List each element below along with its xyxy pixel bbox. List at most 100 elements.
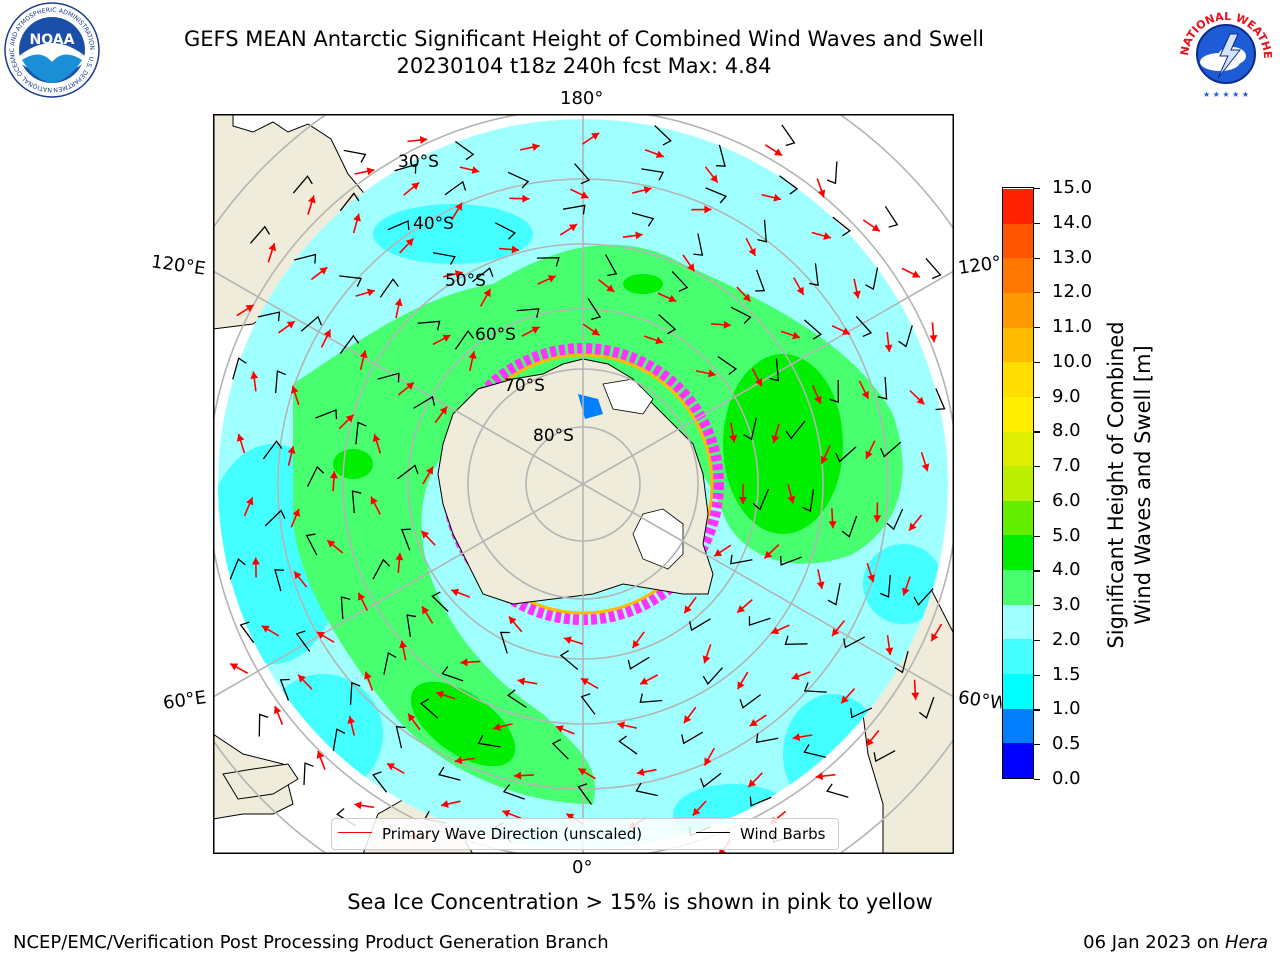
- wave-direction-arrowhead: [911, 692, 920, 700]
- wave-direction-arrowhead: [852, 290, 861, 299]
- wind-barb: [884, 205, 899, 228]
- wind-barb: [257, 311, 281, 322]
- wind-barb: [925, 257, 942, 280]
- wind-barb: [739, 694, 762, 709]
- wind-barb: [873, 750, 896, 763]
- wave-direction-arrowhead: [755, 378, 763, 387]
- wave-direction-arrowhead: [569, 224, 578, 232]
- wave-direction-arrowhead: [236, 433, 245, 442]
- wave-direction-arrowhead: [364, 671, 372, 680]
- footer-credit: NCEP/EMC/Verification Post Processing Pr…: [13, 932, 609, 953]
- wind-barb: [339, 192, 360, 212]
- wind-barb: [349, 681, 361, 705]
- wind-barb: [300, 315, 323, 332]
- wave-direction-arrowhead: [353, 213, 361, 222]
- wind-barb: [262, 440, 283, 460]
- wind-barb: [913, 588, 934, 606]
- wave-direction-arrowhead: [250, 371, 259, 379]
- wind-barb: [688, 618, 711, 632]
- wave-direction-arrowhead: [684, 605, 692, 614]
- colorbar-tick-mark: [1034, 779, 1040, 781]
- colorbar-tick-mark: [1034, 466, 1040, 468]
- wave-direction-arrowhead: [436, 690, 445, 699]
- wave-direction-arrowhead: [251, 557, 260, 565]
- wind-barb: [877, 376, 888, 400]
- wave-direction-arrowhead: [327, 540, 336, 548]
- wind-barb: [749, 796, 772, 807]
- wind-barb: [559, 650, 579, 670]
- wave-direction-arrowhead: [316, 750, 325, 759]
- vector-layer: [229, 124, 946, 854]
- wind-barb: [755, 733, 779, 744]
- wind-barb: [784, 635, 808, 646]
- wave-direction-arrowhead: [884, 344, 893, 352]
- wind-barb: [752, 488, 770, 511]
- colorbar-tick-label: 2.0: [1052, 628, 1081, 650]
- wave-direction-arrowhead: [764, 550, 773, 559]
- legend-swatch-barb: [696, 832, 730, 833]
- colorbar-segment: [1003, 431, 1033, 467]
- wave-direction-arrowhead: [419, 136, 428, 144]
- wind-barb: [748, 616, 771, 626]
- wind-barb: [580, 693, 596, 715]
- colorbar-tick-mark: [1034, 674, 1040, 676]
- wave-direction-arrowhead: [820, 455, 829, 464]
- wave-direction-arrowhead: [749, 718, 758, 727]
- wave-direction-arrowhead: [929, 335, 938, 343]
- colorbar-tick-label: 15.0: [1052, 177, 1093, 198]
- wind-barb: [264, 509, 286, 527]
- colorbar-segment: [1003, 708, 1033, 744]
- wave-direction-arrowhead: [451, 588, 460, 597]
- wind-barb: [577, 783, 592, 805]
- footer-date: 06 Jan 2023 on Hera: [1083, 932, 1268, 953]
- colorbar-segment: [1003, 500, 1033, 536]
- wind-barb: [850, 707, 873, 719]
- colorbar: [1002, 187, 1034, 779]
- wave-direction-arrowhead: [655, 336, 664, 345]
- wave-direction-arrowhead: [493, 723, 501, 731]
- colorbar-segment: [1003, 188, 1033, 224]
- wind-barb: [781, 124, 796, 147]
- wave-direction-arrowhead: [439, 406, 447, 415]
- wave-direction-arrowhead: [739, 497, 747, 504]
- wave-direction-arrowhead: [245, 497, 254, 506]
- wind-barb: [641, 168, 665, 181]
- colorbar-tick-label: 7.0: [1052, 455, 1081, 477]
- wind-barb: [894, 650, 909, 674]
- wind-barb: [618, 735, 638, 755]
- map-legend: Primary Wave Direction (unscaled) Wind B…: [331, 818, 839, 850]
- colorbar-tick-label: 0.5: [1052, 733, 1081, 755]
- wind-barb: [865, 267, 879, 291]
- wave-direction-arrowhead: [386, 763, 395, 771]
- wind-barb: [604, 254, 618, 277]
- colorbar-tick-mark: [1034, 744, 1040, 746]
- colorbar-segment: [1003, 223, 1033, 259]
- wave-direction-arrowhead: [366, 288, 375, 297]
- wave-direction-arrowhead: [580, 678, 589, 686]
- wind-barb: [275, 370, 286, 394]
- colorbar-tick-mark: [1034, 570, 1040, 572]
- wave-direction-arrowhead: [578, 768, 587, 776]
- wind-barb: [379, 278, 399, 298]
- wave-direction-arrowhead: [871, 223, 880, 232]
- wind-barb: [587, 298, 602, 320]
- wave-direction-arrowhead: [683, 715, 692, 724]
- chart-title: GEFS MEAN Antarctic Significant Height o…: [183, 27, 985, 51]
- wind-barb: [507, 171, 530, 189]
- wave-direction-arrowhead: [323, 329, 331, 338]
- colorbar-tick-label: 1.0: [1052, 698, 1081, 720]
- lat-label-40s: 40°S: [413, 214, 454, 234]
- wave-direction-arrowhead: [441, 800, 449, 808]
- wave-direction-arrowhead: [702, 655, 711, 664]
- wave-direction-arrowhead: [723, 320, 731, 329]
- wind-barb: [898, 325, 913, 348]
- wind-barb: [433, 252, 456, 265]
- wave-direction-arrowhead: [370, 496, 378, 505]
- wave-direction-arrowhead: [791, 672, 800, 681]
- wind-barb: [295, 630, 311, 652]
- wind-barb: [803, 744, 826, 758]
- wave-direction-arrowhead: [692, 807, 701, 816]
- lon-label-upper-left: 120°E: [149, 251, 207, 280]
- wind-barb: [397, 464, 419, 480]
- wave-direction-arrowhead: [511, 245, 519, 254]
